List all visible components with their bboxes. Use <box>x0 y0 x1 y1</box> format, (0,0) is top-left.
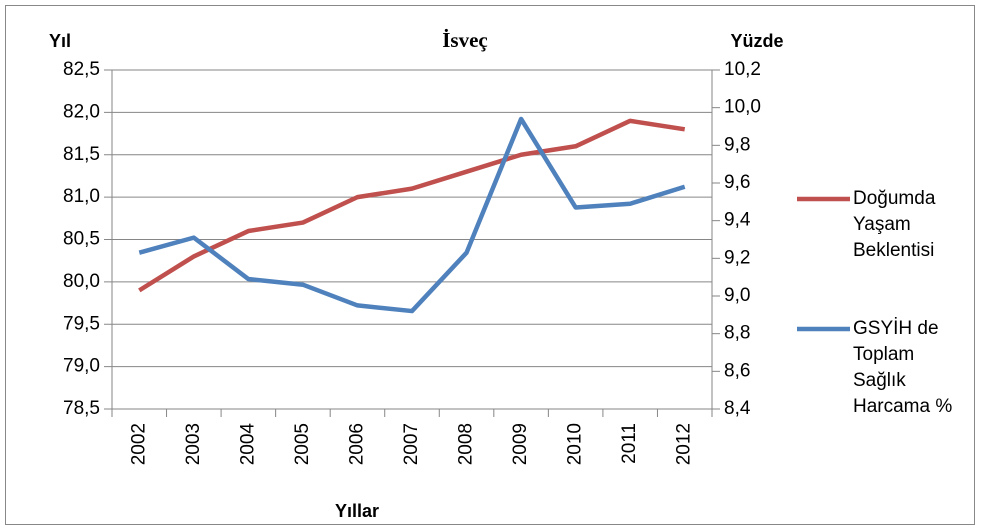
y2-tick-label: 8,4 <box>724 398 751 419</box>
y2-tick-label: 9,0 <box>724 285 750 306</box>
y2-axis-label: Yüzde <box>730 31 783 51</box>
x-tick-label: 2011 <box>619 423 640 464</box>
series-line <box>138 118 686 293</box>
y-tick-label: 80,5 <box>63 229 100 250</box>
y-tick-label: 82,0 <box>63 101 100 122</box>
y-tick-label: 82,5 <box>63 59 100 80</box>
y-axis-label: Yıl <box>49 31 71 51</box>
x-tick-label: 2012 <box>674 423 695 465</box>
legend-label: GSYİH de Toplam Sağlık Harcama % <box>853 318 953 417</box>
y2-tick-label: 10,2 <box>724 59 761 80</box>
y-tick-label: 79,5 <box>63 313 100 334</box>
y2-tick-label: 9,6 <box>724 172 750 193</box>
x-tick-label: 2004 <box>237 423 258 466</box>
y2-tick-label: 9,8 <box>724 134 750 155</box>
x-tick-label: 2002 <box>128 423 149 465</box>
y-tick-label: 81,0 <box>63 186 100 207</box>
y2-tick-label: 8,8 <box>724 323 750 344</box>
x-tick-label: 2005 <box>292 423 313 465</box>
y2-tick-label: 9,4 <box>724 210 751 231</box>
x-axis-label: Yıllar <box>335 501 379 521</box>
x-tick-label: 2010 <box>565 423 586 465</box>
chart-border <box>5 5 975 525</box>
x-tick-label: 2008 <box>456 423 477 465</box>
y2-tick-label: 9,2 <box>724 247 750 268</box>
x-tick-label: 2003 <box>183 423 204 465</box>
y2-tick-label: 10,0 <box>724 97 761 118</box>
chart-title: İsveç <box>442 28 488 52</box>
x-tick-label: 2007 <box>401 423 422 465</box>
y2-tick-label: 8,6 <box>724 360 750 381</box>
y-tick-label: 79,0 <box>63 356 100 377</box>
legend-label: Doğumda Yaşam Beklentisi <box>853 188 936 261</box>
x-tick-label: 2006 <box>346 423 367 465</box>
y-tick-label: 81,5 <box>63 144 100 165</box>
x-tick-label: 2009 <box>510 423 531 465</box>
y-tick-label: 80,0 <box>63 271 100 292</box>
series-line <box>138 116 686 314</box>
y-tick-label: 78,5 <box>63 398 100 419</box>
